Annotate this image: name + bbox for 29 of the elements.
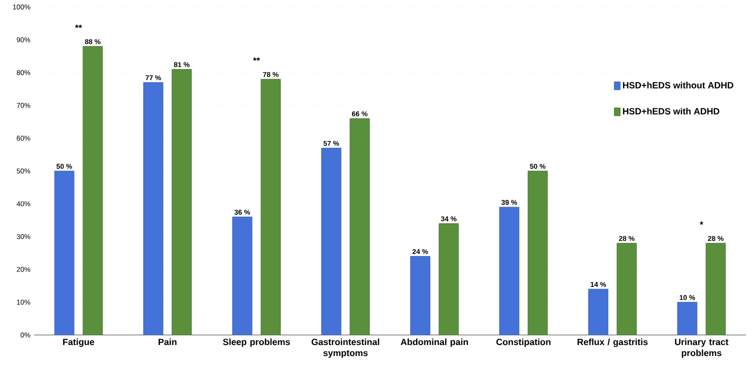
bar bbox=[410, 256, 430, 335]
bar bbox=[588, 288, 608, 335]
x-tick-label: Gastrointestinal symptoms bbox=[312, 338, 380, 358]
bar bbox=[499, 206, 520, 335]
bar bbox=[350, 118, 370, 335]
x-tick-label: Abdominal pain bbox=[400, 338, 468, 347]
legend-label: HSD+hEDS without ADHD bbox=[623, 82, 734, 88]
bar bbox=[321, 148, 342, 335]
annotation: * bbox=[700, 221, 704, 225]
bar bbox=[438, 223, 459, 335]
bar bbox=[616, 242, 637, 335]
bar bbox=[232, 216, 252, 335]
bar bbox=[706, 242, 726, 335]
bar bbox=[172, 69, 192, 335]
bar bbox=[143, 82, 164, 335]
x-tick-label: Constipation bbox=[496, 338, 550, 347]
x-tick-label: Sleep problems bbox=[223, 338, 290, 347]
legend-label: HSD+hEDS with ADHD bbox=[623, 108, 720, 114]
annotation: ** bbox=[75, 24, 82, 28]
bar bbox=[82, 46, 103, 335]
x-tick-label: Pain bbox=[158, 338, 176, 346]
bar bbox=[528, 170, 548, 335]
annotation: ** bbox=[253, 57, 260, 61]
x-tick-label: Fatigue bbox=[63, 338, 94, 347]
bar bbox=[677, 302, 698, 335]
bar bbox=[54, 170, 74, 335]
bar bbox=[260, 78, 281, 335]
x-tick-label: Urinary tract problems bbox=[675, 338, 728, 358]
x-tick-label: Reflux / gastritis bbox=[578, 338, 648, 347]
